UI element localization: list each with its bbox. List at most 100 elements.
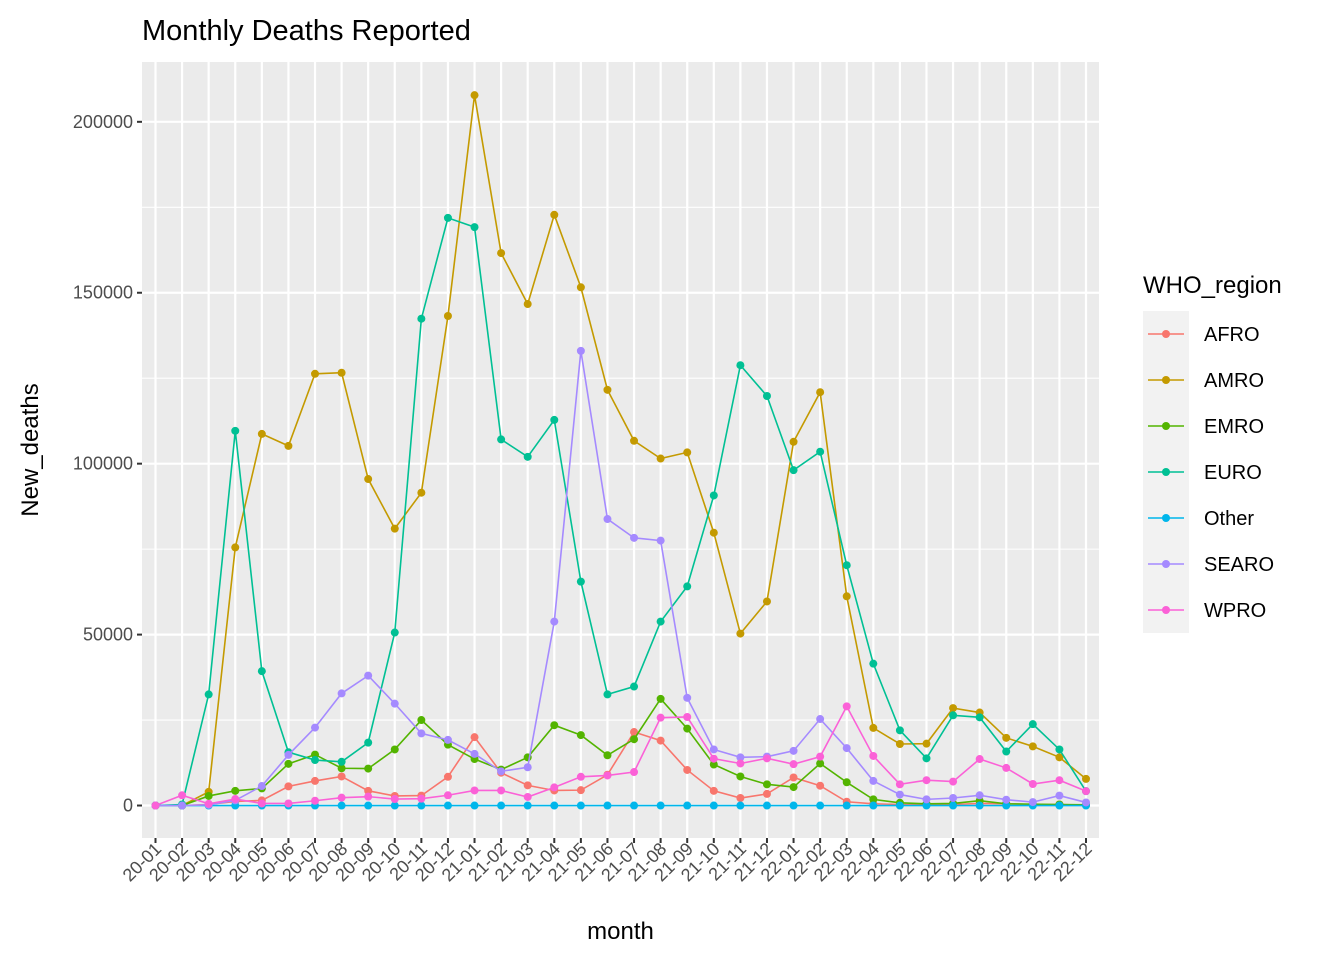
data-point xyxy=(683,448,692,457)
data-point xyxy=(656,617,665,626)
legend-item-searo: SEARO xyxy=(1143,541,1274,587)
data-point xyxy=(204,791,213,800)
data-point xyxy=(1002,763,1011,772)
data-point xyxy=(311,369,320,378)
data-point xyxy=(895,801,904,810)
data-point xyxy=(417,314,426,323)
data-point xyxy=(789,801,798,810)
data-point xyxy=(311,796,320,805)
data-point xyxy=(709,491,718,500)
legend-label: WPRO xyxy=(1204,600,1266,622)
data-point xyxy=(683,712,692,721)
data-point xyxy=(204,690,213,699)
major-gridlines xyxy=(142,62,1099,838)
data-point xyxy=(975,801,984,810)
data-point xyxy=(178,791,187,800)
data-point xyxy=(789,783,798,792)
data-point xyxy=(311,776,320,785)
data-point xyxy=(736,629,745,638)
data-point xyxy=(550,210,559,219)
data-point xyxy=(497,786,506,795)
data-point xyxy=(523,763,532,772)
data-point xyxy=(417,729,426,738)
y-tick-label: 150000 xyxy=(73,283,133,303)
series-layer xyxy=(151,91,1090,810)
data-point xyxy=(922,795,931,804)
legend-item-euro: EURO xyxy=(1143,449,1262,495)
data-point xyxy=(736,801,745,810)
data-point xyxy=(789,773,798,782)
data-point xyxy=(470,91,479,100)
data-point xyxy=(337,757,346,766)
data-point xyxy=(417,801,426,810)
data-point xyxy=(417,488,426,497)
data-point xyxy=(683,765,692,774)
data-point xyxy=(630,436,639,445)
data-point xyxy=(576,801,585,810)
data-point xyxy=(257,782,266,791)
data-point xyxy=(816,759,825,768)
legend-label: EURO xyxy=(1204,462,1262,484)
data-point xyxy=(1055,791,1064,800)
series-line-searo xyxy=(155,350,1087,807)
data-point xyxy=(842,561,851,570)
data-point xyxy=(762,597,771,606)
plot-panel xyxy=(142,62,1099,838)
data-point xyxy=(736,753,745,762)
legend-item-wpro: WPRO xyxy=(1143,587,1266,633)
data-point xyxy=(683,724,692,733)
data-point xyxy=(869,795,878,804)
data-point xyxy=(390,699,399,708)
data-point xyxy=(523,801,532,810)
chart-title: Monthly Deaths Reported xyxy=(142,15,471,47)
data-point xyxy=(1028,779,1037,788)
data-point xyxy=(842,702,851,711)
data-point xyxy=(470,733,479,742)
data-point xyxy=(497,801,506,810)
data-point xyxy=(816,801,825,810)
data-point xyxy=(630,728,639,737)
y-tick-label: 0 xyxy=(123,796,133,816)
data-point xyxy=(497,435,506,444)
data-point xyxy=(949,704,958,713)
data-point xyxy=(842,778,851,787)
data-point xyxy=(257,799,266,808)
data-point xyxy=(1055,801,1064,810)
data-point xyxy=(1082,798,1090,807)
data-point xyxy=(683,801,692,810)
data-point xyxy=(630,533,639,542)
legend-key-point xyxy=(1162,330,1170,338)
data-point xyxy=(656,454,665,463)
data-point xyxy=(630,801,639,810)
legend-key-point xyxy=(1162,376,1170,384)
data-point xyxy=(895,739,904,748)
legend-title: WHO_region xyxy=(1143,272,1282,299)
data-point xyxy=(842,592,851,601)
data-point xyxy=(311,750,320,759)
data-point xyxy=(656,736,665,745)
data-point xyxy=(1055,745,1064,754)
data-point xyxy=(869,776,878,785)
data-point xyxy=(949,801,958,810)
legend: AFRO AMRO EMRO EURO Other SEARO WPRO xyxy=(1143,311,1274,633)
series-line-emro xyxy=(155,697,1087,807)
data-point xyxy=(178,801,187,810)
data-point xyxy=(656,536,665,545)
data-point xyxy=(816,388,825,397)
data-point xyxy=(1082,787,1090,796)
data-point xyxy=(736,759,745,768)
data-point xyxy=(789,760,798,769)
data-point xyxy=(1002,801,1011,810)
y-tick-label: 50000 xyxy=(83,625,133,645)
data-point xyxy=(895,780,904,789)
data-point xyxy=(736,361,745,370)
data-point xyxy=(364,792,373,801)
data-point xyxy=(443,311,452,320)
data-point xyxy=(550,617,559,626)
data-point xyxy=(922,776,931,785)
data-point xyxy=(337,689,346,698)
data-point xyxy=(949,711,958,720)
data-point xyxy=(550,783,559,792)
data-point xyxy=(523,452,532,461)
